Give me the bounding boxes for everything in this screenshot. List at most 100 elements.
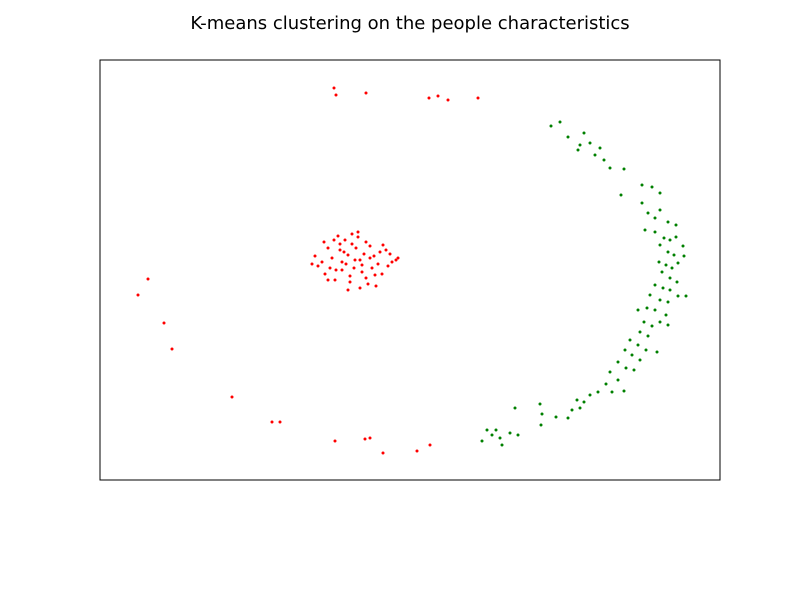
point <box>588 141 592 145</box>
point <box>616 360 620 364</box>
point <box>653 308 657 312</box>
point <box>380 272 384 276</box>
point <box>136 293 140 297</box>
point <box>370 266 374 270</box>
point <box>313 254 317 258</box>
point <box>316 264 320 268</box>
point <box>340 260 344 264</box>
point <box>513 406 517 410</box>
point <box>558 120 562 124</box>
point <box>682 254 686 258</box>
point <box>664 313 668 317</box>
point <box>646 334 650 338</box>
point <box>381 243 385 247</box>
point <box>340 268 344 272</box>
point <box>368 256 372 260</box>
point <box>657 260 661 264</box>
point <box>384 248 388 252</box>
point <box>490 433 494 437</box>
point <box>366 282 370 286</box>
point <box>662 236 666 240</box>
point <box>346 288 350 292</box>
point <box>326 278 330 282</box>
point <box>676 261 680 265</box>
point <box>575 398 579 402</box>
point <box>374 284 378 288</box>
point <box>540 412 544 416</box>
point <box>578 143 582 147</box>
point <box>338 248 342 252</box>
point <box>342 250 346 254</box>
point <box>381 451 385 455</box>
point <box>372 254 376 258</box>
point <box>566 135 570 139</box>
point <box>640 201 644 205</box>
point <box>674 223 678 227</box>
point <box>570 408 574 412</box>
point <box>644 348 648 352</box>
point <box>661 286 665 290</box>
point <box>622 389 626 393</box>
point <box>664 263 668 267</box>
point <box>658 191 662 195</box>
point <box>278 420 282 424</box>
point <box>350 232 354 236</box>
point <box>596 390 600 394</box>
point <box>538 402 542 406</box>
point <box>368 436 372 440</box>
point <box>334 268 338 272</box>
point <box>632 368 636 372</box>
point <box>333 439 337 443</box>
point <box>582 131 586 135</box>
point <box>415 449 419 453</box>
point <box>622 167 626 171</box>
point <box>554 415 558 419</box>
point <box>362 252 366 256</box>
point <box>230 395 234 399</box>
point <box>146 277 150 281</box>
point <box>323 272 327 276</box>
point <box>344 262 348 266</box>
point <box>636 308 640 312</box>
point <box>320 260 324 264</box>
point <box>608 370 612 374</box>
point <box>616 378 620 382</box>
point <box>549 124 553 128</box>
point <box>480 439 484 443</box>
point <box>485 428 489 432</box>
point <box>170 347 174 351</box>
point <box>646 211 650 215</box>
point <box>356 235 360 239</box>
point <box>539 423 543 427</box>
point <box>593 153 597 157</box>
point <box>650 324 654 328</box>
point <box>338 242 342 246</box>
point <box>343 238 347 242</box>
point <box>681 244 685 248</box>
point <box>660 270 664 274</box>
point <box>334 93 338 97</box>
point <box>666 250 670 254</box>
point <box>476 96 480 100</box>
point <box>390 260 394 264</box>
point <box>336 234 340 238</box>
point <box>684 294 688 298</box>
chart-title: K-means clustering on the people charact… <box>190 13 629 34</box>
point <box>348 280 352 284</box>
point <box>364 91 368 95</box>
point <box>576 148 580 152</box>
point <box>658 298 662 302</box>
point <box>378 250 382 254</box>
point <box>675 280 679 284</box>
point <box>328 266 332 270</box>
point <box>270 420 274 424</box>
point <box>364 240 368 244</box>
point <box>500 443 504 447</box>
point <box>446 98 450 102</box>
point <box>358 286 362 290</box>
point <box>655 350 659 354</box>
point <box>386 264 390 268</box>
point <box>582 400 586 404</box>
point <box>360 270 364 274</box>
